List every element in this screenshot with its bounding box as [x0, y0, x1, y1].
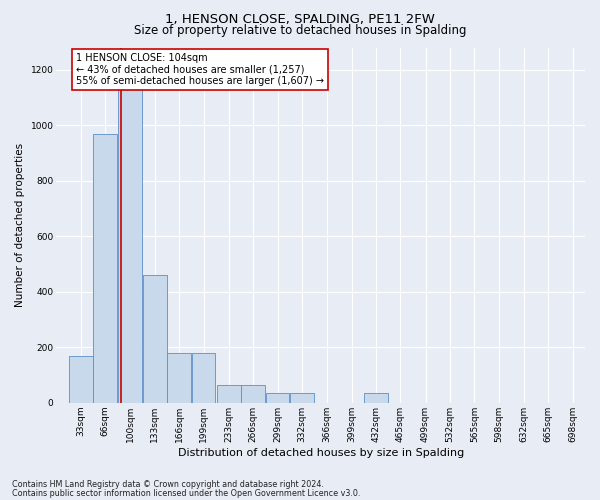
Text: 1 HENSON CLOSE: 104sqm
← 43% of detached houses are smaller (1,257)
55% of semi-: 1 HENSON CLOSE: 104sqm ← 43% of detached… — [76, 53, 324, 86]
Bar — [167, 353, 191, 403]
Text: Contains HM Land Registry data © Crown copyright and database right 2024.: Contains HM Land Registry data © Crown c… — [12, 480, 324, 489]
Bar — [364, 393, 388, 403]
Bar — [143, 275, 167, 403]
Bar — [118, 70, 142, 403]
Text: 1, HENSON CLOSE, SPALDING, PE11 2FW: 1, HENSON CLOSE, SPALDING, PE11 2FW — [165, 12, 435, 26]
Text: Contains public sector information licensed under the Open Government Licence v3: Contains public sector information licen… — [12, 488, 361, 498]
Bar — [191, 353, 215, 403]
Bar — [93, 134, 117, 403]
Bar — [217, 384, 241, 403]
Bar — [241, 384, 265, 403]
Y-axis label: Number of detached properties: Number of detached properties — [15, 143, 25, 307]
Bar — [266, 393, 289, 403]
Text: Size of property relative to detached houses in Spalding: Size of property relative to detached ho… — [134, 24, 466, 37]
Bar — [69, 356, 92, 403]
X-axis label: Distribution of detached houses by size in Spalding: Distribution of detached houses by size … — [178, 448, 464, 458]
Bar — [290, 393, 314, 403]
